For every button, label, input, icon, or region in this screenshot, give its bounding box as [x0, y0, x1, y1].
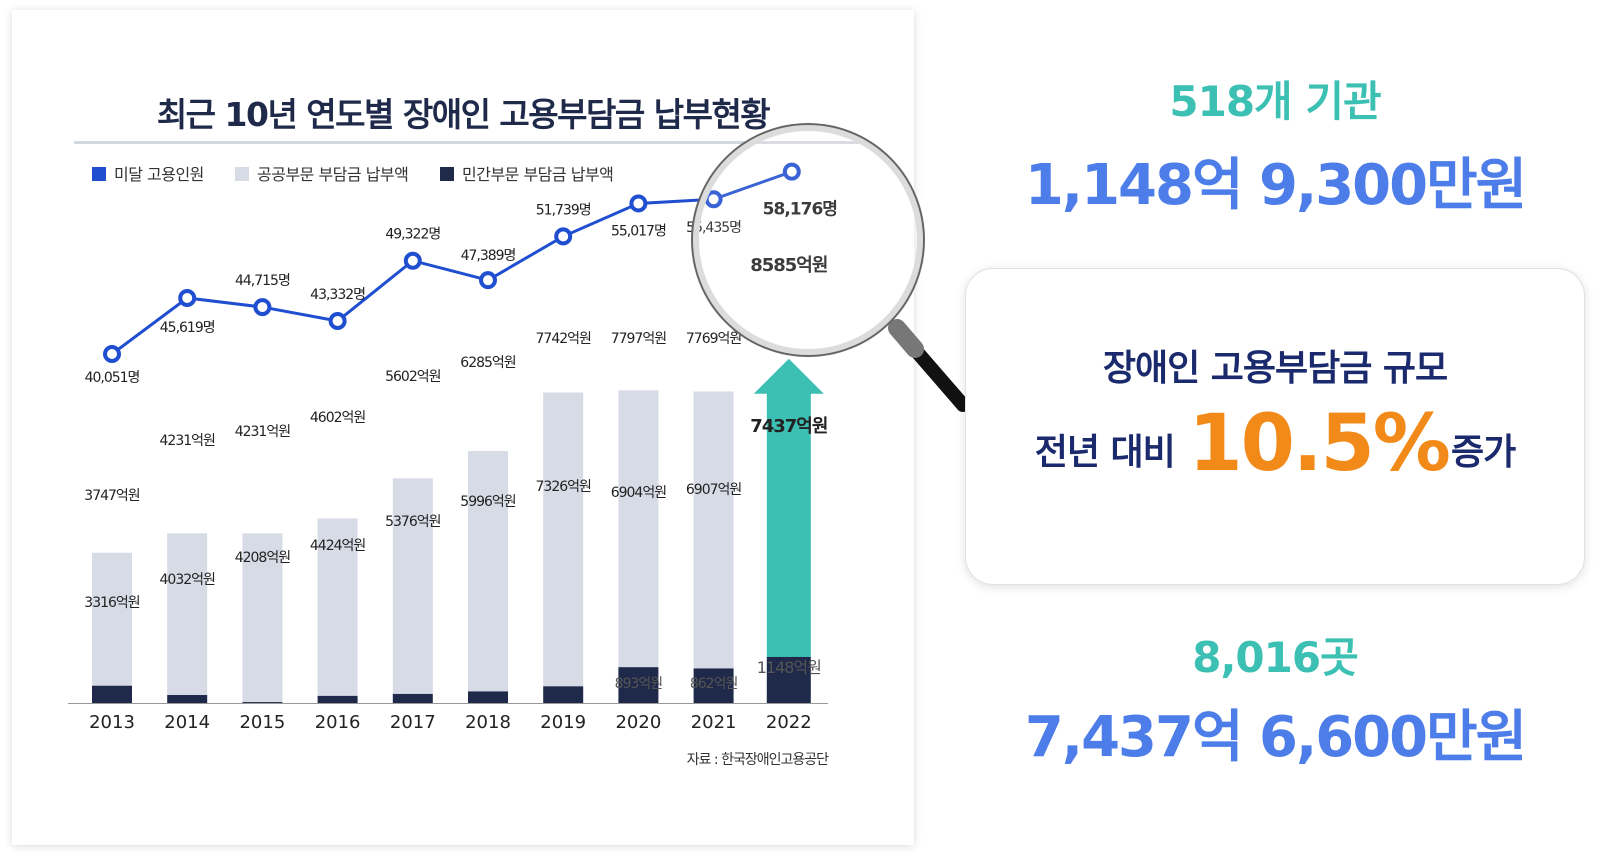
- line-point-2014: [178, 288, 197, 307]
- line-label-2013: 40,051명: [85, 370, 140, 386]
- line-label-2021: 55,435명: [686, 220, 741, 236]
- callout-increase-line: 전년 대비 10.5%증가: [966, 399, 1584, 489]
- callout-prefix: 전년 대비: [1034, 432, 1176, 473]
- bar-public-2014: [167, 695, 208, 703]
- x-tick-2014: 2014: [164, 712, 210, 733]
- legend-label-1: 미달 고용인원: [114, 165, 204, 184]
- line-point-2018: [479, 271, 497, 290]
- bar-public-2017: [392, 693, 433, 703]
- private-value-label-2021: 6907억원: [686, 482, 742, 498]
- line-point-2019: [554, 227, 573, 246]
- line-point-2020: [629, 194, 648, 213]
- private-value-label-2017: 5376억원: [385, 514, 441, 530]
- bar-public-2018: [468, 691, 508, 703]
- bar-private-2015: [242, 533, 283, 703]
- magnifier-neck: [888, 319, 924, 358]
- callout-suffix: 증가: [1450, 432, 1516, 473]
- increase-callout: 장애인 고용부담금 규모 전년 대비 10.5%증가: [965, 268, 1585, 585]
- bar-total-label-2021: 7769억원: [686, 331, 742, 347]
- line-label-2016: 43,332명: [310, 287, 365, 303]
- x-tick-2015: 2015: [239, 712, 285, 733]
- bar-total-label-2014: 4231억원: [160, 433, 216, 449]
- magnifier-rim: [691, 123, 925, 357]
- line-point-2015: [253, 298, 272, 317]
- bar-private-2014: [167, 533, 208, 696]
- bar-private-2021: [693, 391, 734, 669]
- legend-swatch-1: [92, 167, 106, 181]
- private-payment-amount: 7,437억 6,600만원: [1024, 705, 1527, 770]
- public-value-label-2020: 893억원: [615, 676, 663, 692]
- chart-card: 최근 10년 연도별 장애인 고용부담금 납부현황: [12, 10, 914, 845]
- bar-private-2017: [392, 478, 433, 694]
- x-tick-2019: 2019: [540, 712, 586, 733]
- bar-total-label-2015: 4231억원: [235, 424, 291, 440]
- bar-private-2018: [468, 450, 508, 692]
- private-value-label-2016: 4424억원: [310, 538, 366, 554]
- bar-private-2016: [317, 518, 358, 696]
- x-tick-2013: 2013: [89, 712, 135, 733]
- public-payment-amount: 1,148억 9,300만원: [1024, 153, 1527, 218]
- line-series-path: [111, 170, 793, 356]
- public-value-label-2022: 1148억원: [757, 658, 821, 677]
- private-value-label-2014: 4032억원: [160, 572, 216, 588]
- line-point-2016: [328, 311, 347, 330]
- bar-public-2022: [766, 656, 811, 703]
- bar-total-label-2020: 7797억원: [611, 331, 667, 347]
- private-value-label-2022: 7437억원: [750, 416, 827, 437]
- callout-heading: 장애인 고용부담금 규모: [1102, 348, 1448, 389]
- legend-swatch-2: [235, 167, 249, 181]
- line-label-2020: 55,017명: [611, 223, 666, 239]
- private-value-label-2019: 7326억원: [536, 479, 592, 495]
- x-tick-2018: 2018: [465, 712, 511, 733]
- bar-public-2020: [618, 667, 659, 703]
- bar-total-label-2018: 6285억원: [460, 355, 516, 371]
- bar-private-arrow-2022: [753, 358, 824, 657]
- bar-total-label-2013: 3747억원: [84, 488, 140, 504]
- bar-public-2019: [543, 686, 584, 703]
- x-tick-2021: 2021: [691, 712, 737, 733]
- private-value-label-2020: 6904억원: [611, 485, 667, 501]
- bar-public-2013: [92, 685, 132, 703]
- source-note: 자료 : 한국장애인고용공단: [687, 752, 829, 768]
- public-value-label-2021: 862억원: [690, 676, 738, 692]
- legend-swatch-3: [440, 167, 454, 181]
- line-point-2017: [403, 251, 422, 270]
- line-point-2013: [103, 345, 121, 363]
- private-value-label-2018: 5996억원: [460, 494, 516, 510]
- legend-label-3: 민간부문 부담금 납부액: [462, 165, 613, 184]
- x-tick-2016: 2016: [315, 712, 361, 733]
- x-tick-2022: 2022: [766, 712, 812, 733]
- bar-total-label-2019: 7742억원: [536, 331, 592, 347]
- callout-percent: 10.5%: [1188, 399, 1451, 489]
- legend-label-2: 공공부문 부담금 납부액: [257, 165, 408, 184]
- line-label-2022: 58,176명: [763, 200, 837, 220]
- line-label-2019: 51,739명: [536, 202, 591, 218]
- bar-private-2020: [618, 390, 659, 668]
- private-company-count: 8,016곳: [1192, 633, 1359, 682]
- bar-private-2019: [543, 392, 584, 687]
- title-divider: [74, 141, 869, 144]
- bar-total-label-2022: 8585억원: [750, 255, 827, 276]
- public-institution-count: 518개 기관: [1169, 77, 1381, 126]
- line-label-2018: 47,389명: [461, 248, 516, 264]
- line-label-2015: 44,715명: [235, 273, 290, 289]
- bar-total-label-2016: 4602억원: [310, 410, 366, 426]
- line-label-2014: 45,619명: [160, 320, 215, 336]
- line-label-2017: 49,322명: [385, 227, 440, 243]
- magnifier-lens: [693, 125, 923, 355]
- x-tick-2020: 2020: [615, 712, 661, 733]
- bar-private-2013: [92, 552, 132, 686]
- line-point-2022: [782, 162, 801, 181]
- bar-public-2021: [693, 668, 734, 703]
- chart-title: 최근 10년 연도별 장애인 고용부담금 납부현황: [156, 95, 771, 134]
- x-tick-2017: 2017: [390, 712, 436, 733]
- bar-total-label-2017: 5602억원: [385, 369, 441, 385]
- private-value-label-2015: 4208억원: [235, 550, 291, 566]
- bar-public-2015: [242, 702, 283, 703]
- bar-public-2016: [317, 695, 358, 703]
- private-value-label-2013: 3316억원: [84, 595, 140, 611]
